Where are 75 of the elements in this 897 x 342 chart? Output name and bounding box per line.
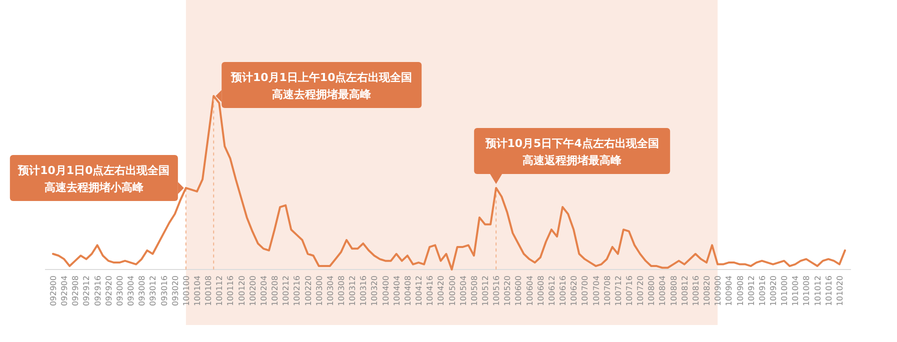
annotation: 预计10月5日下午4点左右出现全国高速返程拥堵最高峰	[484, 136, 659, 167]
x-tick-label: 100608	[536, 276, 546, 306]
x-tick-label: 100420	[436, 276, 446, 306]
x-tick-label: 092908	[71, 276, 80, 306]
x-tick-label: 100716	[625, 276, 634, 306]
x-tick-label: 100804	[658, 276, 668, 306]
x-tick-label: 100520	[503, 276, 512, 306]
x-tick-label: 100620	[570, 276, 579, 306]
x-tick-label: 093008	[138, 276, 147, 306]
x-tick-label: 093004	[126, 276, 136, 306]
x-tick-label: 101004	[791, 276, 800, 306]
x-tick-label: 100900	[714, 276, 723, 306]
x-tick-label: 100116	[226, 276, 236, 306]
x-tick-label: 100416	[426, 276, 435, 306]
x-tick-label: 100316	[359, 276, 368, 306]
x-tick-label: 100916	[758, 276, 767, 306]
x-tick-label: 100820	[702, 276, 712, 306]
x-tick-label: 100612	[547, 276, 556, 306]
x-tick-label: 100700	[580, 276, 590, 306]
annotation: 预计10月1日上午10点左右出现全国高速去程拥堵最高峰	[230, 71, 412, 101]
x-tick-label: 101016	[824, 276, 834, 306]
x-tick-label: 100112	[215, 276, 224, 306]
x-tick-label: 100104	[193, 276, 202, 306]
x-tick-label: 100400	[381, 276, 390, 306]
x-tick-label: 100708	[602, 276, 612, 306]
x-tick-label: 100604	[525, 276, 534, 306]
x-tick-label: 100408	[403, 276, 412, 306]
x-tick-label: 100600	[514, 276, 524, 306]
x-tick-label: 100120	[237, 276, 246, 306]
x-tick-label: 100712	[614, 276, 623, 306]
x-tick-label: 100904	[724, 276, 734, 306]
x-tick-label: 100212	[282, 276, 291, 306]
annotation: 预计10月1日0点左右出现全国高速去程拥堵小高峰	[17, 164, 170, 194]
x-tick-label: 100308	[337, 276, 346, 306]
x-tick-label: 100908	[736, 276, 745, 306]
x-tick-label: 100108	[204, 276, 214, 306]
x-tick-label: 100912	[746, 276, 756, 306]
x-tick-label: 101000	[780, 276, 790, 306]
x-tick-label: 092900	[49, 276, 58, 306]
x-tick-label: 100816	[691, 276, 700, 306]
x-tick-label: 100512	[481, 276, 490, 306]
x-tick-label: 100516	[492, 276, 502, 306]
x-tick-label: 100204	[259, 276, 268, 306]
x-tick-label: 100704	[592, 276, 601, 306]
x-tick-label: 101008	[802, 276, 812, 306]
x-tick-label: 100100	[182, 276, 191, 306]
x-tick-label: 100200	[248, 276, 258, 306]
x-tick-label: 093020	[170, 276, 180, 306]
x-tick-label: 100812	[680, 276, 690, 306]
x-tick-label: 100504	[458, 276, 468, 306]
x-tick-label: 092904	[60, 276, 70, 306]
x-tick-label: 093012	[148, 276, 158, 306]
x-tick-label: 100920	[769, 276, 778, 306]
x-tick-label: 092916	[93, 276, 102, 306]
x-tick-label: 101012	[813, 276, 822, 306]
x-tick-label: 100312	[348, 276, 358, 306]
x-tick-label: 100508	[470, 276, 479, 306]
x-tick-label: 100800	[647, 276, 656, 306]
x-tick-label: 100208	[270, 276, 280, 306]
x-tick-label: 100500	[448, 276, 457, 306]
x-tick-label: 100304	[326, 276, 335, 306]
x-tick-label: 100320	[370, 276, 380, 306]
x-tick-label: 100404	[392, 276, 402, 306]
x-tick-label: 093000	[115, 276, 124, 306]
x-tick-label: 101020	[835, 276, 844, 306]
x-tick-label: 100808	[669, 276, 678, 306]
x-tick-label: 093016	[160, 276, 169, 306]
x-tick-label: 100720	[636, 276, 646, 306]
x-tick-label: 100616	[558, 276, 568, 306]
x-tick-label: 100412	[414, 276, 424, 306]
x-tick-label: 092912	[82, 276, 92, 306]
x-tick-label: 100216	[292, 276, 302, 306]
x-tick-label: 100220	[304, 276, 313, 306]
x-tick-label: 100300	[314, 276, 324, 306]
x-tick-label: 092920	[104, 276, 114, 306]
